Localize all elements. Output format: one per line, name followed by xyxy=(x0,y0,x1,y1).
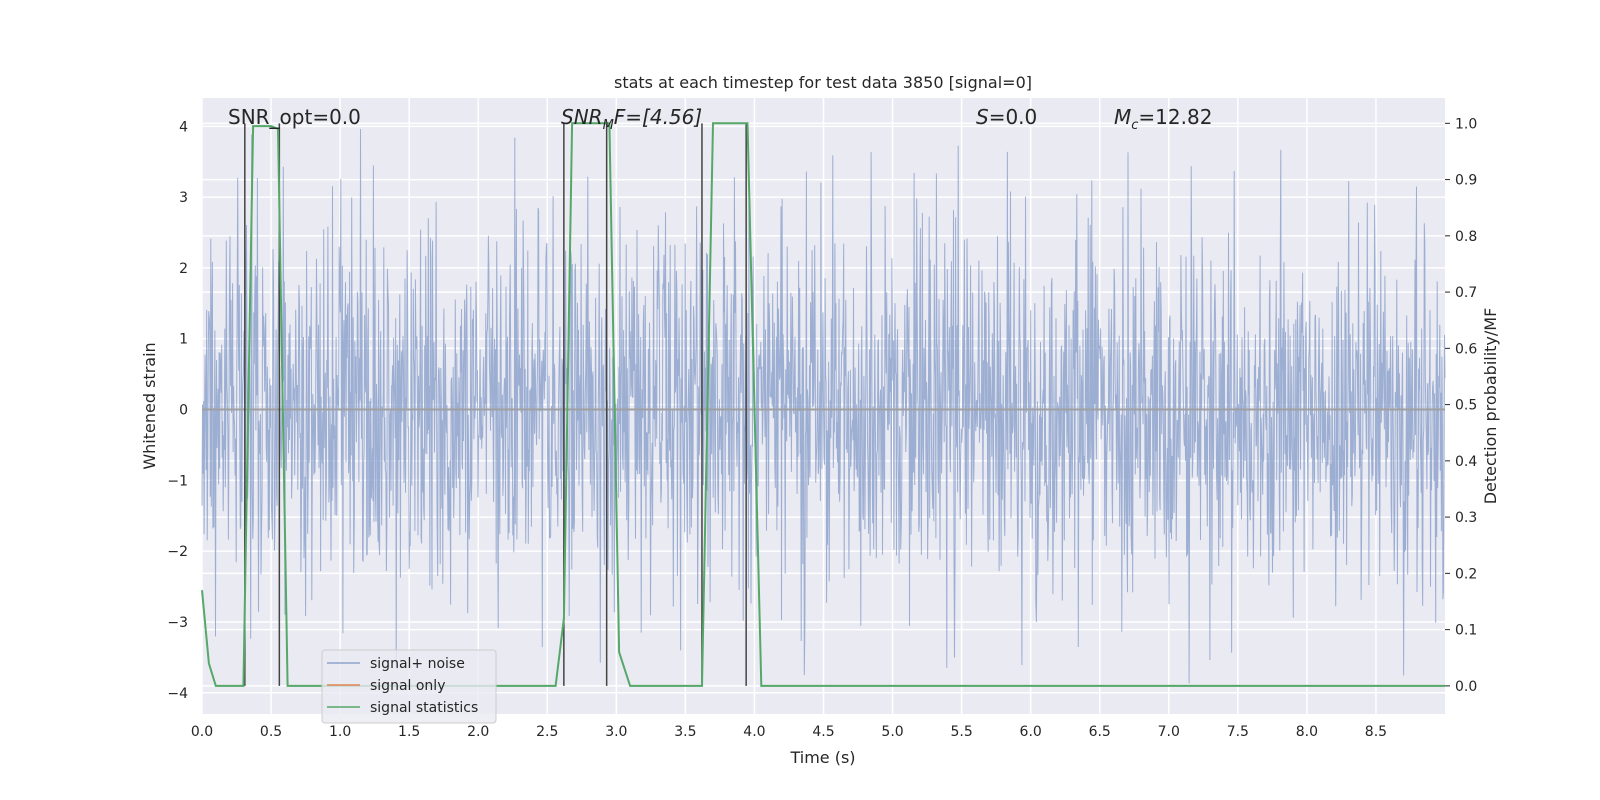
x-tick-label: 7.5 xyxy=(1227,724,1249,740)
y-right-tick-label: 0.4 xyxy=(1455,454,1477,470)
annotation-mc: Mc=12.82 xyxy=(1114,105,1212,133)
y-right-tick-label: 0.8 xyxy=(1455,229,1477,245)
x-tick-label: 3.5 xyxy=(674,724,696,740)
x-tick-label: 4.0 xyxy=(743,724,765,740)
annotation-snr-mf-sub: M xyxy=(603,118,614,133)
x-tick-label: 8.5 xyxy=(1365,724,1387,740)
annotation-s-main: S xyxy=(976,105,989,129)
annotation-mc-main: M xyxy=(1114,105,1131,129)
annotation-mc-sub: c xyxy=(1131,118,1138,133)
y-left-tick-label: 4 xyxy=(179,119,188,135)
annotation-snr-mf-main: SNR xyxy=(561,105,603,129)
legend-label-signal-noise: signal+ noise xyxy=(370,656,465,672)
x-tick-label: 2.5 xyxy=(536,724,558,740)
legend: signal+ noise signal only signal statist… xyxy=(321,649,497,724)
y-right-axis-title: Detection probability/MF xyxy=(1481,308,1500,505)
x-tick-label: 6.5 xyxy=(1089,724,1111,740)
annotation-s-rest: =0.0 xyxy=(989,105,1038,129)
y-right-tick-label: 0.7 xyxy=(1455,285,1477,301)
x-tick-label: 2.0 xyxy=(467,724,489,740)
annotation-s: S=0.0 xyxy=(976,105,1037,129)
y-left-tick-label: −1 xyxy=(167,473,188,489)
y-left-tick-label: 1 xyxy=(179,332,188,348)
y-right-tick-label: 0.2 xyxy=(1455,566,1477,582)
y-right-tick-label: 1.0 xyxy=(1455,116,1477,132)
signal-statistics-line xyxy=(201,122,1445,687)
y-left-tick-label: −3 xyxy=(167,615,188,631)
x-tick-label: 0.0 xyxy=(191,724,213,740)
y-left-tick-label: 2 xyxy=(179,261,188,277)
x-tick-labels: 0.0 0.5 1.0 1.5 2.0 2.5 3.0 3.5 4.0 4.5 5.0 5.5 6.0 6… xyxy=(191,724,1387,740)
y-right-tick-label: 0.1 xyxy=(1455,623,1477,639)
signal-statistics-series xyxy=(201,122,1445,687)
annotation-snr-mf-rest: F=[4.56] xyxy=(614,105,702,129)
signal-noise-series xyxy=(201,129,1446,684)
y-right-tick-labels: 1.0 0.9 0.8 0.7 0.6 0.5 0.4 0.3 0.2 0.1 0.0 xyxy=(1445,116,1477,695)
y-left-axis-title: Whitened strain xyxy=(140,342,159,469)
y-left-tick-label: −4 xyxy=(167,686,188,702)
annotation-mc-rest: =12.82 xyxy=(1138,105,1212,129)
x-tick-label: 4.5 xyxy=(812,724,834,740)
y-right-tick-label: 0.6 xyxy=(1455,341,1477,357)
x-tick-label: 0.5 xyxy=(260,724,282,740)
y-left-tick-label: 0 xyxy=(179,403,188,419)
x-axis-title: Time (s) xyxy=(789,748,855,767)
chart-title: stats at each timestep for test data 385… xyxy=(614,73,1032,92)
x-tick-label: 8.0 xyxy=(1296,724,1318,740)
signal-noise-line xyxy=(201,129,1446,684)
y-right-tick-label: 0.3 xyxy=(1455,510,1477,526)
x-tick-label: 3.0 xyxy=(605,724,627,740)
x-tick-label: 6.0 xyxy=(1020,724,1042,740)
y-right-tick-label: 0.9 xyxy=(1455,173,1477,189)
legend-label-signal-only: signal only xyxy=(370,678,445,694)
x-tick-label: 1.5 xyxy=(398,724,420,740)
y-right-tick-label: 0.5 xyxy=(1455,398,1477,414)
y-left-tick-label: 3 xyxy=(179,190,188,206)
y-left-tick-labels: 4 3 2 1 0 −1 −2 −3 −4 xyxy=(167,119,188,701)
y-right-tick-label: 0.0 xyxy=(1455,679,1477,695)
x-tick-label: 7.0 xyxy=(1158,724,1180,740)
y-left-tick-label: −2 xyxy=(167,544,188,560)
x-tick-label: 5.5 xyxy=(950,724,972,740)
annotation-snr-mf: SNRMF=[4.56] xyxy=(561,105,702,133)
x-tick-label: 1.0 xyxy=(329,724,351,740)
x-tick-label: 5.0 xyxy=(881,724,903,740)
annotation-snr-opt: SNR_opt=0.0 xyxy=(228,105,361,129)
legend-box xyxy=(321,649,497,724)
legend-label-signal-statistics: signal statistics xyxy=(370,700,478,716)
